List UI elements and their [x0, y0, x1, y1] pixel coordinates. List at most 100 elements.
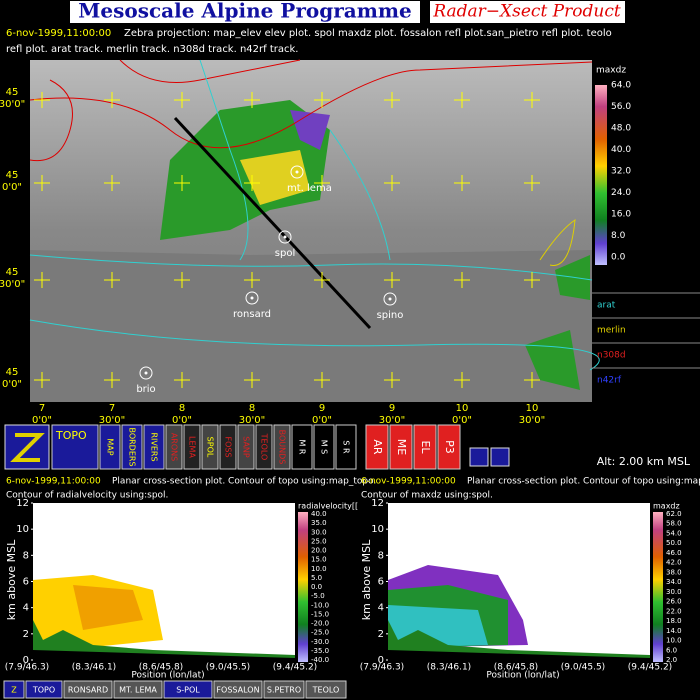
station-marker[interactable]	[139, 366, 153, 380]
bottom-button-label: TOPO	[32, 686, 55, 695]
toolbar-button[interactable]	[237, 424, 255, 470]
station-marker[interactable]	[383, 292, 397, 306]
y-tick-label: 8	[378, 550, 384, 561]
toolbar-button[interactable]	[437, 424, 461, 470]
station-marker[interactable]	[278, 230, 292, 244]
y-axis-label: km above MSL	[5, 539, 18, 620]
bottom-button[interactable]	[263, 680, 305, 699]
x-tick-label: (8.6/45.8)	[139, 663, 183, 673]
lon-label: 30'0"	[519, 415, 545, 426]
subtitle: Radar−Xsect Product	[432, 2, 621, 22]
panel-colorbar-tick: -20.0	[311, 620, 329, 628]
toolbar-button-label: M R	[298, 439, 307, 454]
grid-cross	[174, 372, 190, 388]
grid-cross	[314, 272, 330, 288]
y-tick-label: 0	[378, 655, 384, 666]
panel-colorbar-tick: 54.0	[666, 529, 682, 537]
toolbar-icon[interactable]	[490, 447, 510, 467]
bottom-button-label: FOSSALON	[216, 686, 259, 695]
x-tick-label: (8.3/46.1)	[72, 663, 116, 673]
y-tick-label: 8	[23, 550, 29, 561]
colorbar-tick: 40.0	[611, 145, 631, 155]
grid-cross	[454, 372, 470, 388]
toolbar-button[interactable]	[255, 424, 273, 470]
lon-label: 10	[456, 403, 469, 414]
title: Mesoscale Alpine Programme	[78, 0, 412, 23]
grid-cross	[384, 92, 400, 108]
lon-label: 0'0"	[312, 415, 332, 426]
station-marker[interactable]	[245, 291, 259, 305]
lat-label: 30'0"	[0, 279, 25, 290]
bottom-button-label: Z	[11, 686, 17, 695]
bottom-button[interactable]	[25, 680, 63, 699]
bottom-button[interactable]	[3, 680, 25, 699]
bottom-button-label: MT. LEMA	[119, 686, 157, 695]
panel-colorbar-tick: -30.0	[311, 638, 329, 646]
bottom-button-label: RONSARD	[68, 686, 108, 695]
toolbar-button[interactable]	[335, 424, 357, 470]
toolbar-button-label: ARONS	[170, 433, 179, 461]
grid-cross	[104, 272, 120, 288]
toolbar-button[interactable]	[143, 424, 165, 470]
y-tick-label: 2	[378, 629, 384, 640]
toolbar-button-label: TOPO	[55, 429, 87, 442]
panel-colorbar-tick: 35.0	[311, 519, 327, 527]
grid-cross	[34, 92, 50, 108]
bottom-button[interactable]	[163, 680, 213, 699]
station-dot	[388, 297, 392, 301]
panel-colorbar-title: maxdz	[653, 502, 680, 511]
bottom-button[interactable]	[63, 680, 113, 699]
lon-label: 0'0"	[172, 415, 192, 426]
toolbar-button-label: RIVERS	[150, 432, 159, 461]
y-tick-label: 12	[16, 498, 29, 509]
toolbar-button[interactable]	[413, 424, 437, 470]
toolbar-button[interactable]	[219, 424, 237, 470]
xsect-line[interactable]	[173, 116, 372, 330]
toolbar-button[interactable]	[201, 424, 219, 470]
station-dot	[250, 296, 254, 300]
station-marker[interactable]	[290, 165, 304, 179]
panel-colorbar-tick: 14.0	[666, 627, 682, 635]
bottom-button[interactable]	[305, 680, 347, 699]
toolbar-button[interactable]	[389, 424, 413, 470]
toolbar-button[interactable]	[121, 424, 143, 470]
panel-colorbar-tick: 6.0	[666, 646, 677, 654]
panel-colorbar	[298, 512, 308, 662]
x-tick-label: (8.6/45.8)	[494, 663, 538, 673]
toolbar-icon[interactable]	[469, 447, 489, 467]
panel-colorbar-tick: 30.0	[666, 588, 682, 596]
grid-cross	[314, 92, 330, 108]
x-tick-label: (9.0/45.5)	[561, 663, 605, 673]
toolbar-button-label: S R	[342, 440, 351, 454]
x-axis-label: Position (lon/lat)	[131, 671, 204, 681]
y-tick-label: 12	[371, 498, 384, 509]
toolbar-button[interactable]	[183, 424, 201, 470]
info-text: Zebra projection: map_elev elev plot. sp…	[124, 28, 612, 39]
toolbar-button[interactable]	[165, 424, 183, 470]
grid-cross	[524, 175, 540, 191]
bottom-button[interactable]	[113, 680, 163, 699]
panel-line2: Contour of radialvelocity using:spol.	[6, 491, 168, 501]
lon-label: 7	[39, 403, 45, 414]
ground	[33, 650, 295, 660]
info-date: 6-nov-1999,11:00:00	[6, 28, 111, 39]
echo	[73, 585, 143, 630]
bottom-button[interactable]	[213, 680, 263, 699]
track-label: n308d	[597, 351, 626, 361]
lat-label: 30'0"	[0, 99, 25, 110]
toolbar-button[interactable]	[365, 424, 389, 470]
toolbar-button[interactable]	[99, 424, 121, 470]
toolbar-button[interactable]	[273, 424, 291, 470]
grid-cross	[244, 272, 260, 288]
toolbar-button[interactable]	[313, 424, 335, 470]
colorbar-tick: 56.0	[611, 102, 631, 112]
lon-label: 10	[526, 403, 539, 414]
panel-colorbar	[653, 512, 663, 662]
toolbar-button[interactable]	[291, 424, 313, 470]
grid-cross	[524, 92, 540, 108]
panel-colorbar-tick: 30.0	[311, 528, 327, 536]
panel-colorbar-tick: 50.0	[666, 539, 682, 547]
toolbar-button-label: AR	[371, 439, 384, 455]
toolbar-button[interactable]	[51, 424, 99, 470]
x-tick-label: (8.3/46.1)	[427, 663, 471, 673]
